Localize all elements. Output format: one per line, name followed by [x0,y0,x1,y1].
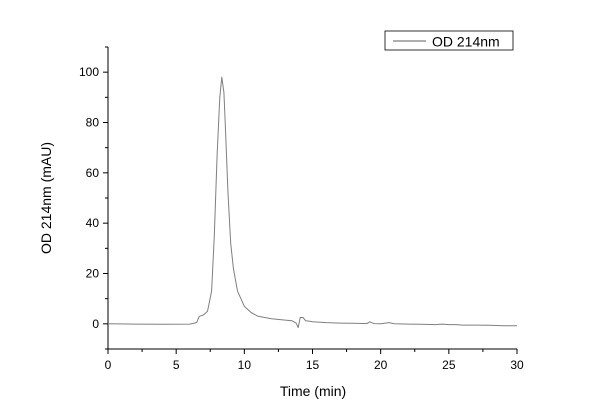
y-ticks: 0 20 40 60 80 100 [79,46,108,350]
x-tick-label: 30 [510,358,524,372]
x-axis-label: Time (min) [280,383,346,399]
axes: 0 5 10 15 20 25 30 0 20 40 60 80 100 [79,46,524,372]
y-tick-label: 40 [86,216,100,230]
legend-box [384,30,514,51]
series-layer [107,76,517,329]
y-tick-label: 0 [92,317,99,331]
series-line [107,76,517,329]
y-tick-label: 80 [86,116,100,130]
y-tick-label: 20 [86,267,100,281]
x-tick-label: 10 [238,358,252,372]
legend: OD 214nm [384,30,514,51]
y-axis-label: OD 214nm (mAU) [38,142,54,254]
y-tick-label: 60 [86,166,100,180]
x-tick-label: 5 [173,358,180,372]
x-tick-label: 25 [442,358,456,372]
x-tick-label: 0 [105,358,112,372]
y-tick-label: 100 [79,65,99,79]
x-tick-label: 15 [306,358,320,372]
x-tick-label: 20 [374,358,388,372]
legend-label: OD 214nm [432,34,500,50]
x-ticks: 0 5 10 15 20 25 30 [105,349,524,372]
